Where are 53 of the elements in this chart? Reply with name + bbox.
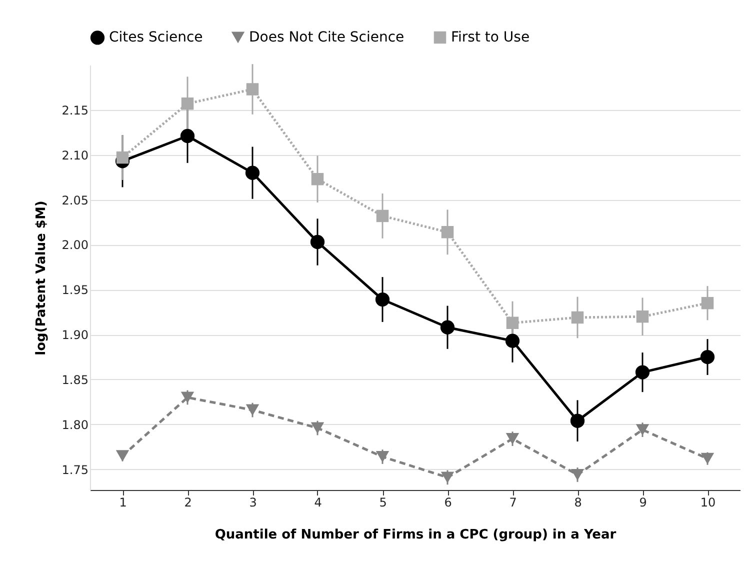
y-tick-label: 2.00 [62, 238, 88, 252]
point [376, 451, 390, 462]
x-tick-label: 3 [249, 496, 257, 510]
point [310, 234, 325, 250]
y-tick-label: 2.15 [62, 103, 88, 118]
y-tick-label: 1.80 [62, 418, 88, 432]
x-tick-label: 5 [379, 496, 387, 510]
point [376, 210, 389, 222]
point [505, 334, 520, 348]
point [506, 433, 520, 445]
point [116, 151, 129, 164]
point [116, 450, 130, 462]
legend-label: Cites Science [109, 30, 203, 46]
point [440, 320, 455, 334]
y-tick-label: 1.85 [62, 372, 88, 387]
point [506, 316, 519, 329]
x-tick-label: 2 [184, 496, 192, 510]
x-tick-label: 8 [574, 496, 582, 510]
y-tick-label: 2.10 [62, 148, 88, 162]
x-tick-label: 4 [314, 496, 322, 510]
x-tick-label: 10 [700, 496, 716, 510]
y-tick-label: 1.75 [62, 462, 88, 477]
point [181, 98, 194, 110]
x-tick-label: 7 [509, 496, 517, 510]
legend-label: Does Not Cite Science [249, 30, 404, 46]
point [571, 311, 584, 324]
point [635, 365, 650, 380]
point [375, 292, 390, 307]
y-tick-label: 1.90 [62, 328, 88, 342]
y-tick-label: 1.95 [62, 283, 88, 298]
point [310, 422, 324, 434]
y-tick-label: 2.05 [62, 193, 88, 208]
point [311, 172, 324, 186]
point [570, 468, 584, 480]
point [700, 452, 714, 464]
point [440, 472, 454, 484]
point [700, 350, 715, 364]
point [636, 310, 649, 323]
y-axis-title: log(Patent Value $M) [34, 200, 49, 356]
x-axis-title: Quantile of Number of Firms in a CPC (group) in a Year [214, 528, 617, 542]
x-tick-label: 1 [119, 496, 127, 510]
point [180, 392, 194, 404]
point [246, 404, 260, 416]
point [570, 414, 585, 428]
point [441, 226, 454, 238]
point [701, 296, 714, 310]
legend-label: First to Use [451, 30, 530, 46]
point [636, 424, 650, 436]
x-tick-label: 6 [444, 496, 452, 510]
point [246, 83, 259, 96]
x-tick-label: 9 [639, 496, 647, 510]
point [180, 128, 195, 144]
point [245, 166, 260, 180]
